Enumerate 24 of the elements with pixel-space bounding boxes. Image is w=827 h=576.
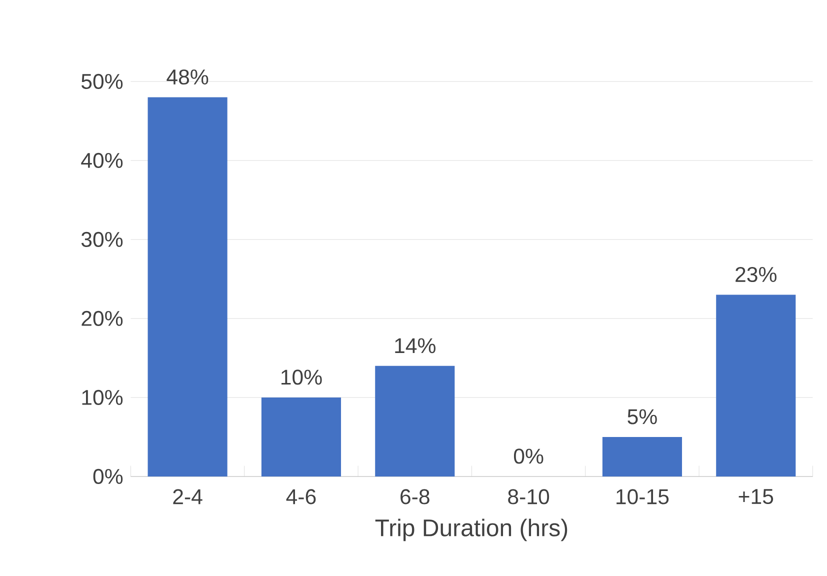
data-label: 23% (736, 266, 776, 282)
y-tick-label: 0% (93, 468, 123, 484)
bar (716, 294, 796, 476)
data-label: 14% (395, 338, 436, 354)
data-label: 5% (628, 409, 657, 424)
y-tick-label: 30% (81, 232, 123, 248)
bar (375, 366, 455, 476)
bar (261, 397, 342, 476)
data-label: 0% (514, 448, 544, 464)
y-tick-label: 40% (81, 152, 123, 168)
x-tick-label: 6-8 (400, 489, 430, 504)
bar (148, 97, 228, 476)
data-label: 10% (282, 370, 322, 385)
x-tick-label: +15 (738, 489, 774, 504)
x-tick-label: 10-15 (616, 489, 669, 504)
x-tick-label: 8-10 (508, 489, 550, 504)
x-tick-label: 2-4 (173, 489, 202, 504)
y-tick-label: 20% (82, 310, 123, 326)
y-tick-label: 10% (82, 390, 123, 406)
y-tick-label: 50% (82, 74, 123, 90)
data-label: 48% (166, 69, 208, 85)
x-axis-title: Trip Duration (hrs) (375, 518, 568, 542)
bar (602, 436, 682, 476)
x-tick-label: 4-6 (286, 489, 316, 504)
